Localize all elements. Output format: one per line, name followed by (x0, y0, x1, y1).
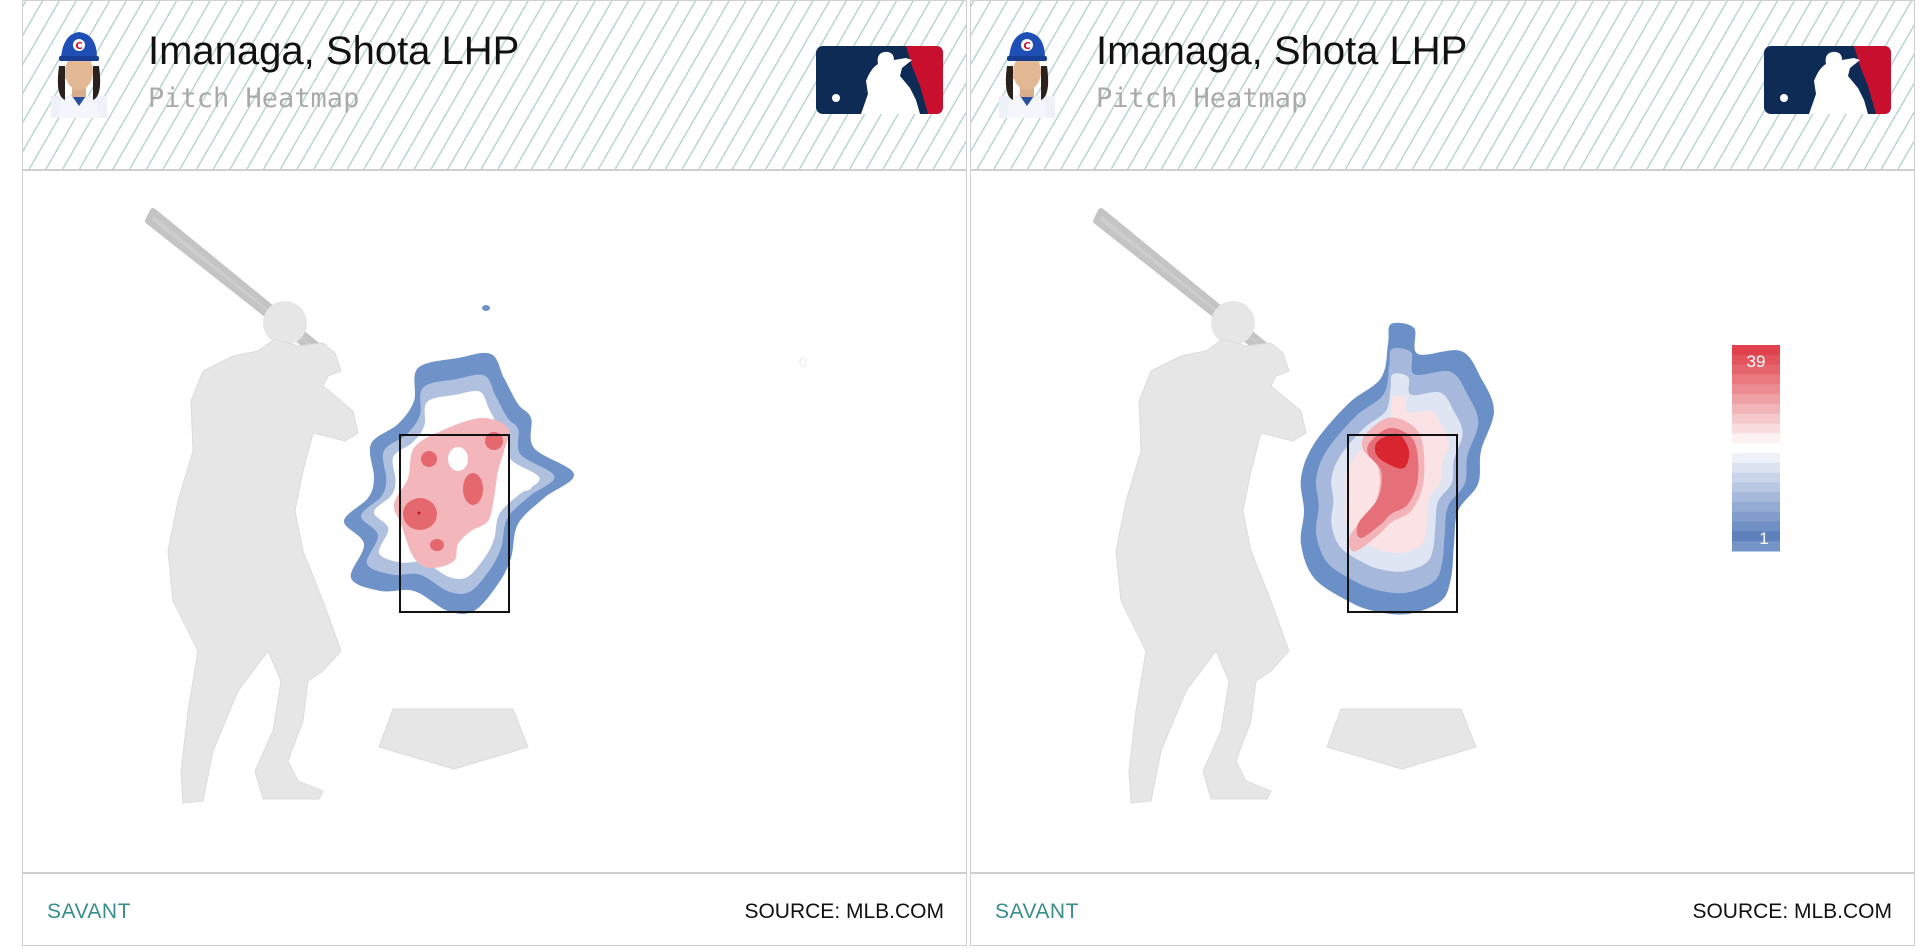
heatmap-contours (1300, 322, 1494, 615)
heatmap-contours (343, 305, 575, 614)
contour-level (448, 447, 468, 471)
contour-level (430, 539, 444, 551)
legend-color-band (1732, 433, 1780, 444)
contour-level (463, 473, 483, 505)
legend-color-band (1732, 345, 1780, 356)
legend-color-band (1732, 354, 1780, 366)
legend-max-label: 39 (1747, 352, 1766, 371)
heatmap-plot: 39 1 (1093, 208, 1780, 804)
panel-footer: SAVANT SOURCE: MLB.COM (23, 872, 966, 947)
player-title: Imanaga, Shota LHP (148, 29, 520, 73)
legend-color-band (1732, 413, 1780, 424)
savant-link[interactable]: SAVANT (995, 900, 1079, 923)
color-legend: 0 (799, 354, 807, 371)
player-headshot: C (51, 32, 107, 118)
legend-color-band (1732, 472, 1780, 483)
player-headshot: C (999, 32, 1055, 118)
source-label: SOURCE: MLB.COM (1692, 900, 1892, 923)
panel-header: C Imanaga, Shota LHP Pitch Heatmap (971, 1, 1914, 171)
home-plate (378, 708, 529, 770)
savant-link[interactable]: SAVANT (47, 900, 131, 923)
chart-subtitle: Pitch Heatmap (148, 83, 360, 114)
legend-color-band (1732, 511, 1780, 523)
legend-color-band (1732, 364, 1780, 375)
heatmap-panel-right: C Imanaga, Shota LHP Pitch Heatmap 39 1 S… (970, 0, 1915, 946)
contour-level (417, 511, 421, 515)
legend-color-band (1732, 521, 1780, 532)
heatmap-panel-left: C Imanaga, Shota LHP Pitch Heatmap 0 SAV… (22, 0, 967, 946)
chart-subtitle: Pitch Heatmap (1096, 83, 1308, 114)
batter-silhouette (145, 208, 359, 804)
svg-text:C: C (1023, 41, 1030, 52)
color-legend: 39 1 (1732, 345, 1780, 552)
legend-color-band (1732, 384, 1780, 395)
contour-level (421, 451, 437, 467)
legend-color-band (1732, 394, 1780, 405)
legend-color-band (1732, 443, 1780, 454)
contour-level (1374, 433, 1410, 469)
contour-level (515, 477, 533, 491)
strike-zone (1347, 434, 1458, 613)
legend-max-label: 0 (799, 354, 807, 371)
player-title: Imanaga, Shota LHP (1096, 29, 1468, 73)
legend-color-band (1732, 492, 1780, 503)
panel-header: C Imanaga, Shota LHP Pitch Heatmap (23, 1, 966, 171)
legend-color-band (1732, 531, 1780, 542)
legend-color-band (1732, 462, 1780, 474)
batter-silhouette (1093, 208, 1307, 804)
source-label: SOURCE: MLB.COM (744, 900, 944, 923)
legend-color-band (1732, 423, 1780, 434)
heatmap-plot: 0 (145, 208, 807, 804)
legend-color-band (1732, 541, 1780, 552)
legend-color-band (1732, 482, 1780, 493)
legend-color-band (1732, 452, 1780, 464)
legend-min-label: 1 (1759, 529, 1768, 548)
contour-level (485, 432, 503, 450)
legend-color-band (1732, 403, 1780, 415)
contour-level (482, 305, 490, 311)
mlb-logo (1764, 46, 1891, 114)
svg-text:C: C (75, 41, 82, 52)
legend-color-band (1732, 501, 1780, 513)
legend-color-band (1732, 374, 1780, 385)
panel-footer: SAVANT SOURCE: MLB.COM (971, 872, 1914, 947)
mlb-logo (816, 46, 943, 114)
strike-zone (399, 434, 510, 613)
home-plate (1326, 708, 1477, 770)
